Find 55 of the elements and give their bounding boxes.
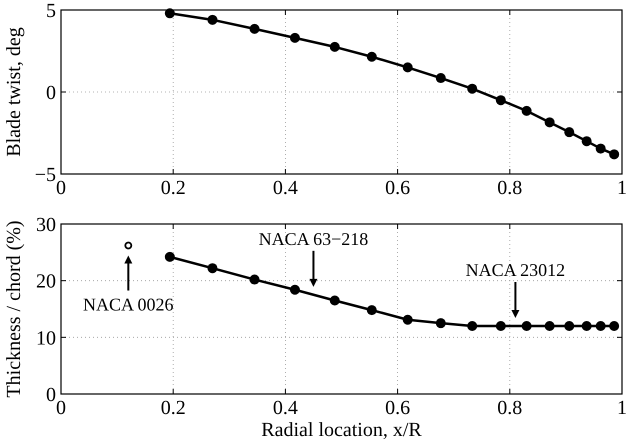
point: [366, 52, 377, 62]
point: [402, 314, 413, 325]
point: [402, 62, 413, 72]
point: [544, 117, 555, 128]
x-axis-title: Radial location, x/R: [261, 419, 422, 441]
point: [250, 274, 260, 285]
point: [564, 127, 574, 138]
x-tick-label: 0.4: [272, 397, 298, 419]
point: [124, 242, 132, 250]
point: [164, 252, 175, 262]
point: [496, 95, 506, 106]
x-tick-label: 0.6: [385, 397, 410, 419]
x-tick-label: 1: [617, 177, 627, 199]
x-tick-label: 0.8: [497, 177, 522, 199]
point: [522, 321, 532, 331]
y-tick-label: 30: [36, 214, 56, 236]
x-tick-label: 0.4: [272, 177, 298, 199]
point: [596, 144, 606, 154]
y-tick-label: 10: [36, 327, 56, 350]
y-axis-title: Blade twist, deg: [3, 27, 25, 157]
point: [496, 321, 506, 331]
x-tick-label: 1: [617, 397, 627, 419]
x-tick-label: 0.2: [160, 177, 186, 199]
annotation: NACA 23012: [466, 260, 566, 280]
annotation: NACA 0026: [83, 294, 174, 315]
x-tick-label: 0.2: [160, 397, 186, 419]
point: [582, 136, 592, 146]
point: [436, 73, 446, 84]
point: [522, 106, 532, 116]
point: [330, 42, 340, 52]
point: [250, 24, 260, 34]
point: [467, 321, 478, 331]
point: [436, 318, 446, 328]
y-axis-title: Thickness / chord (%): [3, 220, 25, 398]
point: [330, 296, 340, 306]
x-tick-label: 0.6: [385, 177, 410, 199]
point: [609, 321, 620, 331]
point: [366, 305, 377, 316]
y-tick-label: 5: [46, 0, 56, 22]
point: [290, 284, 300, 295]
point: [467, 84, 478, 94]
point: [564, 321, 574, 331]
point: [164, 8, 175, 18]
point: [609, 149, 620, 160]
y-tick-label: 20: [36, 270, 56, 293]
point: [207, 263, 218, 274]
point: [544, 321, 555, 331]
point: [582, 321, 592, 331]
point: [207, 14, 218, 25]
y-tick-label: 0: [46, 82, 56, 104]
point: [290, 32, 300, 43]
y-tick-label: −5: [34, 164, 56, 186]
point: [596, 321, 606, 331]
x-tick-label: 0.8: [497, 397, 522, 419]
annotation: NACA 63−218: [258, 228, 368, 249]
